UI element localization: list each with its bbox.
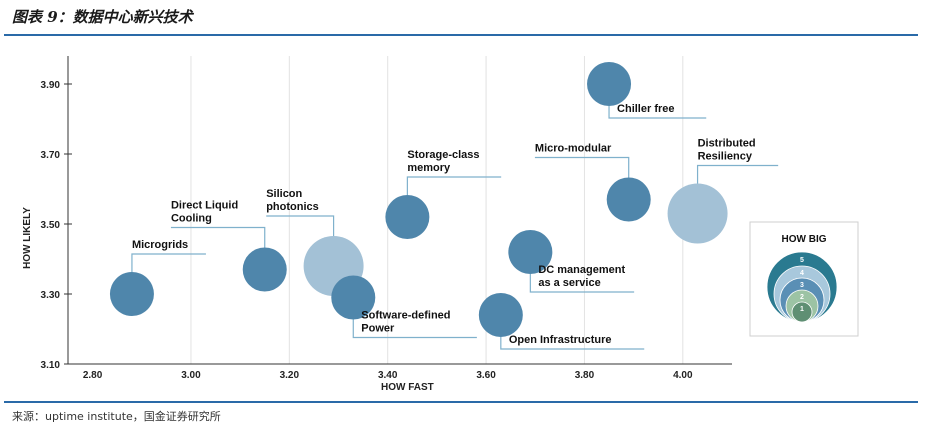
bubble-direct-liquid-cooling [242, 247, 287, 292]
top-rule [4, 34, 918, 36]
leader-line-direct-liquid-cooling [170, 226, 266, 248]
point-label-dc-management-as-a-service: DC management as a service [538, 264, 625, 289]
point-label-software-defined-power: Software-defined Power [361, 310, 450, 335]
point-label-silicon-photonics: Silicon photonics [266, 188, 319, 213]
leader-line-software-defined-power [352, 319, 477, 339]
x-tick-label: 3.60 [476, 370, 496, 381]
x-tick-label: 3.20 [280, 370, 300, 381]
x-tick-label: 2.80 [83, 370, 103, 381]
point-label-microgrids: Microgrids [132, 239, 188, 251]
point-label-micro-modular: Micro-modular [535, 143, 612, 155]
y-tick-label: 3.50 [41, 220, 61, 231]
point-label-open-infrastructure: Open Infrastructure [509, 334, 612, 346]
bottom-rule [4, 401, 918, 403]
chart-canvas: 2.80 3.00 3.20 3.40 3.60 3.80 4.00 3.10 3.30 3.50… [22, 56, 859, 393]
leader-line-micro-modular [534, 156, 630, 178]
leader-line-distributed-resiliency [696, 164, 779, 184]
y-tick-label: 3.90 [41, 80, 61, 91]
legend-level-label: 1 [800, 306, 804, 313]
point-label-storage-class-memory: Storage-class memory [407, 149, 479, 174]
bubble-microgrids [109, 272, 154, 316]
legend-level-label: 3 [800, 282, 804, 289]
leader-line-dc-management-as-a-service [529, 274, 635, 293]
point-label-chiller-free: Chiller free [617, 103, 674, 115]
source-note: 来源：uptime institute，国金证券研究所 [12, 410, 221, 423]
bubble-software-defined-power [331, 275, 376, 320]
point-label-distributed-resiliency: Distributed Resiliency [698, 138, 756, 163]
x-tick-label: 3.40 [378, 370, 398, 381]
leader-line-storage-class-memory [406, 176, 502, 195]
legend-title: HOW BIG [782, 234, 827, 245]
point-label-direct-liquid-cooling: Direct Liquid Cooling [171, 200, 238, 225]
legend-circle-1 [791, 301, 813, 323]
bubble-distributed-resiliency [667, 183, 728, 244]
bubble-chiller-free [587, 62, 632, 106]
y-axis-label: HOW LIKELY [22, 207, 33, 269]
leader-line-open-infrastructure [500, 337, 645, 350]
y-tick-label: 3.10 [41, 360, 61, 371]
bubble-storage-class-memory [385, 195, 430, 239]
bubble-micro-modular [606, 177, 651, 222]
legend-level-label: 4 [800, 270, 804, 277]
bubble-open-infrastructure [478, 293, 523, 337]
legend-level-label: 2 [800, 294, 804, 301]
x-tick-label: 3.00 [181, 370, 201, 381]
leader-line-chiller-free [608, 106, 707, 119]
x-axis-label: HOW FAST [381, 382, 434, 393]
bubble-dc-management-as-a-service [508, 230, 553, 274]
legend-level-label: 5 [800, 257, 804, 264]
y-tick-label: 3.70 [41, 150, 61, 161]
x-tick-label: 3.80 [575, 370, 595, 381]
leader-line-silicon-photonics [266, 215, 335, 236]
chart-title: 图表 9：数据中心新兴技术 [12, 8, 193, 26]
y-tick-label: 3.30 [41, 290, 61, 301]
leader-line-microgrids [131, 253, 206, 272]
x-tick-label: 4.00 [673, 370, 693, 381]
